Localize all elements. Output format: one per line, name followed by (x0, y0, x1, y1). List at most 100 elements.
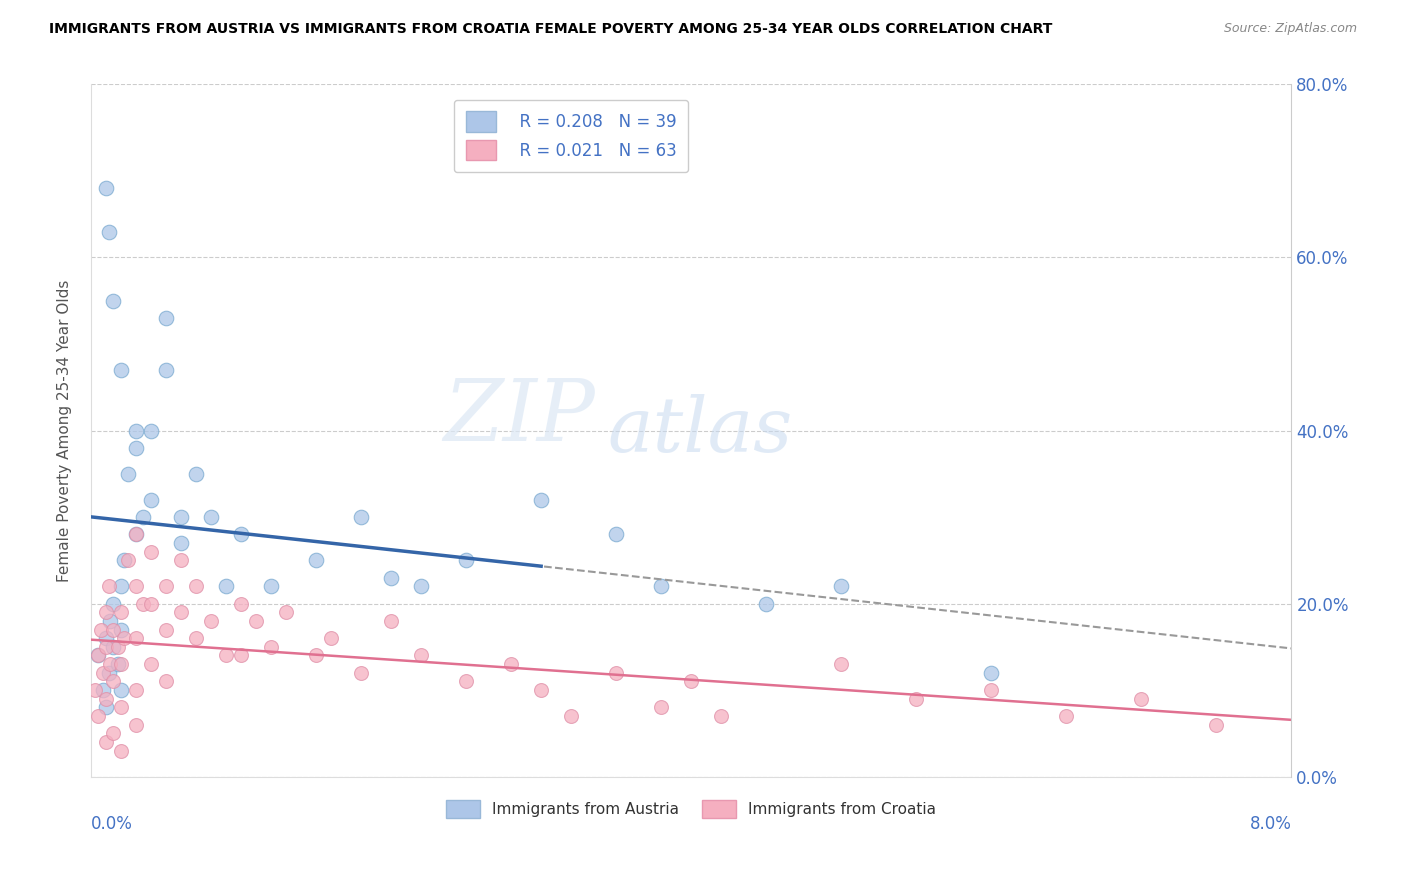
Point (87, 709, 110, 723)
Point (110, 623, 132, 637)
Point (87, 648, 110, 663)
Point (125, 441, 148, 455)
Point (155, 623, 177, 637)
Point (305, 553, 328, 567)
Point (132, 597, 155, 611)
Point (84, 683, 107, 698)
Point (139, 544, 162, 558)
Y-axis label: Female Poverty Among 25-34 Year Olds: Female Poverty Among 25-34 Year Olds (58, 279, 72, 582)
Point (155, 311, 177, 326)
Point (125, 717, 148, 731)
Text: ZIP: ZIP (443, 376, 595, 458)
Point (229, 527, 252, 541)
Point (681, 674, 703, 689)
Point (184, 579, 207, 593)
Point (319, 631, 342, 645)
Point (260, 640, 283, 654)
Point (1205, 717, 1227, 731)
Point (1054, 709, 1077, 723)
Point (530, 492, 553, 507)
Point (97, 225, 120, 239)
Point (605, 665, 627, 680)
Point (229, 648, 252, 663)
Point (350, 510, 373, 524)
Text: IMMIGRANTS FROM AUSTRIA VS IMMIGRANTS FROM CROATIA FEMALE POVERTY AMONG 25-34 YE: IMMIGRANTS FROM AUSTRIA VS IMMIGRANTS FR… (49, 22, 1053, 37)
Point (103, 293, 125, 308)
Point (139, 492, 162, 507)
Point (501, 657, 523, 672)
Point (1130, 691, 1153, 706)
Point (409, 648, 432, 663)
Point (110, 744, 132, 758)
Point (755, 597, 778, 611)
Point (200, 614, 222, 628)
Point (170, 605, 193, 619)
Point (560, 709, 582, 723)
Point (110, 683, 132, 698)
Point (245, 614, 267, 628)
Point (215, 648, 238, 663)
Text: 0.0%: 0.0% (91, 814, 132, 833)
Point (110, 579, 132, 593)
Point (91, 683, 114, 698)
Point (125, 527, 148, 541)
Point (90, 623, 112, 637)
Point (155, 363, 177, 377)
Point (305, 648, 328, 663)
Point (103, 597, 125, 611)
Point (184, 631, 207, 645)
Point (530, 683, 553, 698)
Point (184, 467, 207, 481)
Point (117, 467, 139, 481)
Point (409, 579, 432, 593)
Point (91, 665, 114, 680)
Point (94, 735, 117, 749)
Point (380, 571, 402, 585)
Point (380, 614, 402, 628)
Point (110, 700, 132, 714)
Point (125, 631, 148, 645)
Point (112, 553, 135, 567)
Point (94, 605, 117, 619)
Point (905, 691, 928, 706)
Point (103, 674, 125, 689)
Point (97, 579, 120, 593)
Point (830, 657, 852, 672)
Point (170, 553, 193, 567)
Point (112, 631, 135, 645)
Point (650, 579, 672, 593)
Point (155, 579, 177, 593)
Point (97, 665, 120, 680)
Text: atlas: atlas (607, 393, 793, 467)
Point (710, 709, 733, 723)
Point (229, 597, 252, 611)
Point (110, 657, 132, 672)
Point (139, 657, 162, 672)
Point (94, 691, 117, 706)
Point (200, 510, 222, 524)
Point (125, 579, 148, 593)
Point (103, 623, 125, 637)
Point (107, 640, 129, 654)
Text: Source: ZipAtlas.com: Source: ZipAtlas.com (1223, 22, 1357, 36)
Point (94, 631, 117, 645)
Point (605, 527, 627, 541)
Point (456, 553, 478, 567)
Point (100, 657, 122, 672)
Point (125, 424, 148, 438)
Point (215, 579, 238, 593)
Point (170, 536, 193, 550)
Point (980, 683, 1002, 698)
Point (103, 640, 125, 654)
Point (103, 726, 125, 740)
Point (94, 640, 117, 654)
Point (650, 700, 672, 714)
Point (350, 665, 373, 680)
Point (110, 605, 132, 619)
Point (94, 700, 117, 714)
Point (830, 579, 852, 593)
Legend: Immigrants from Austria, Immigrants from Croatia: Immigrants from Austria, Immigrants from… (440, 794, 942, 824)
Point (100, 614, 122, 628)
Point (117, 553, 139, 567)
Point (132, 510, 155, 524)
